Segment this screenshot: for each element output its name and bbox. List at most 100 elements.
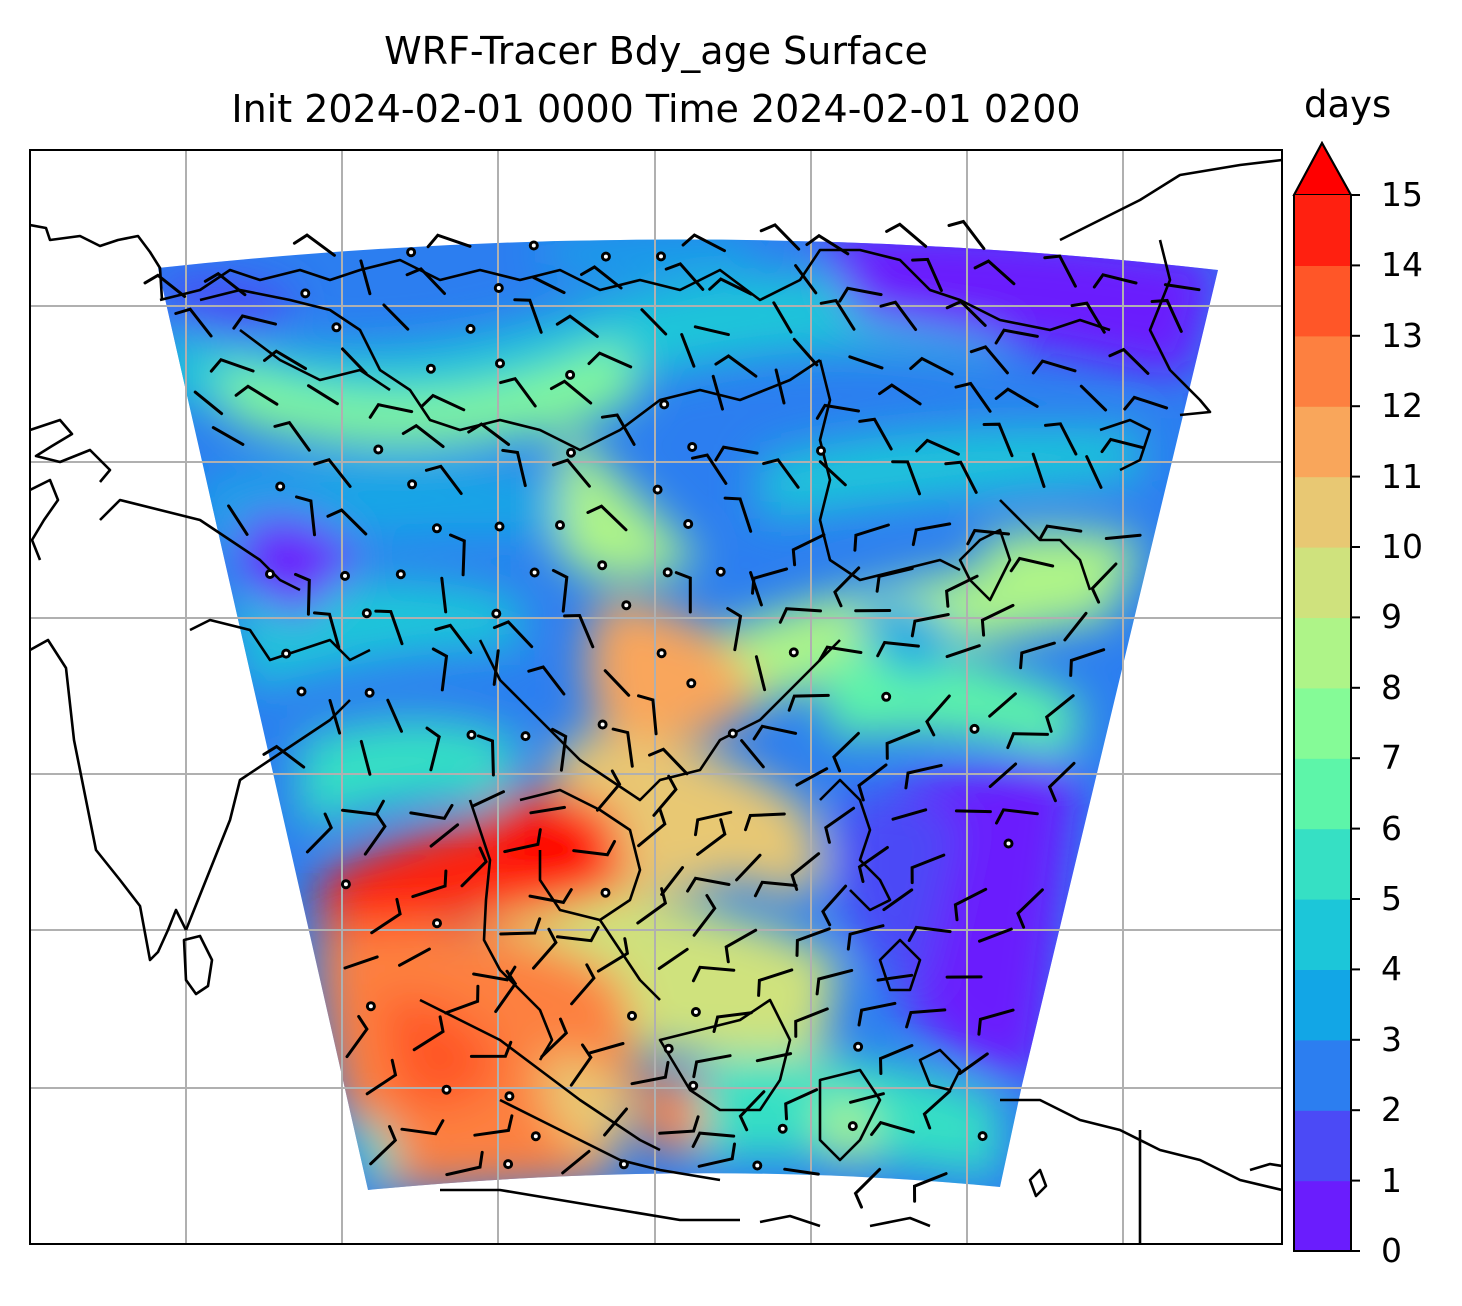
- calm-marker: [729, 730, 736, 737]
- calm-marker: [298, 688, 305, 695]
- colorbar-segment: [1294, 547, 1351, 618]
- calm-marker: [496, 523, 503, 530]
- calm-marker: [267, 571, 274, 578]
- calm-marker: [531, 569, 538, 576]
- calm-marker: [665, 1045, 672, 1052]
- colorbar-segment: [1294, 406, 1351, 477]
- map-figure: [0, 0, 1462, 1306]
- calm-marker: [434, 920, 441, 927]
- calm-marker: [971, 725, 978, 732]
- calm-marker: [690, 1082, 697, 1089]
- calm-marker: [689, 444, 696, 451]
- calm-marker: [979, 1133, 986, 1140]
- colorbar-segment: [1294, 195, 1351, 266]
- calm-marker: [658, 253, 665, 260]
- calm-marker: [849, 1123, 856, 1130]
- calm-marker: [568, 449, 575, 456]
- calm-marker: [855, 1043, 862, 1050]
- colorbar-tick-label: 0: [1381, 1234, 1402, 1267]
- calm-marker: [333, 324, 340, 331]
- colorbar-tick-label: 3: [1381, 1023, 1402, 1056]
- colorbar-extend-arrow: [1294, 143, 1351, 195]
- calm-marker: [427, 365, 434, 372]
- colorbar-tick-label: 15: [1381, 178, 1423, 211]
- calm-marker: [522, 733, 529, 740]
- colorbar-segment: [1294, 758, 1351, 829]
- calm-marker: [688, 680, 695, 687]
- calm-marker: [443, 1086, 450, 1093]
- calm-marker: [883, 693, 890, 700]
- colorbar-tick-label: 2: [1381, 1093, 1402, 1126]
- colorbar-segment: [1294, 617, 1351, 688]
- colorbar-segment: [1294, 336, 1351, 407]
- calm-marker: [754, 1162, 761, 1169]
- colorbar-label: days: [1304, 83, 1391, 126]
- calm-marker: [277, 483, 284, 490]
- colorbar-segment: [1294, 265, 1351, 336]
- colorbar-segment: [1294, 829, 1351, 900]
- calm-marker: [468, 731, 475, 738]
- calm-marker: [530, 242, 537, 249]
- colorbar-tick-label: 12: [1381, 389, 1423, 422]
- colorbar-tick-label: 1: [1381, 1164, 1402, 1197]
- calm-marker: [408, 249, 415, 256]
- colorbar-segment: [1294, 1110, 1351, 1181]
- colorbar-segment: [1294, 1040, 1351, 1111]
- calm-marker: [497, 360, 504, 367]
- colorbar-tick-label: 5: [1381, 882, 1402, 915]
- calm-marker: [342, 881, 349, 888]
- colorbar-segment: [1294, 1181, 1351, 1252]
- colorbar-tick-label: 4: [1381, 952, 1402, 985]
- calm-marker: [567, 371, 574, 378]
- calm-marker: [506, 1093, 513, 1100]
- calm-marker: [779, 1125, 786, 1132]
- calm-marker: [685, 521, 692, 528]
- calm-marker: [367, 1003, 374, 1010]
- calm-marker: [620, 1161, 627, 1168]
- calm-marker: [532, 1133, 539, 1140]
- calm-marker: [363, 610, 370, 617]
- calm-marker: [433, 525, 440, 532]
- calm-marker: [623, 602, 630, 609]
- colorbar-tick-label: 7: [1381, 741, 1402, 774]
- calm-marker: [557, 522, 564, 529]
- calm-marker: [599, 721, 606, 728]
- calm-marker: [467, 325, 474, 332]
- colorbar-tick-label: 6: [1381, 812, 1402, 845]
- calm-marker: [505, 1161, 512, 1168]
- calm-marker: [342, 572, 349, 579]
- colorbar-segment: [1294, 969, 1351, 1040]
- colorbar-tick-label: 14: [1381, 248, 1423, 281]
- wind-barb: [956, 811, 990, 812]
- colorbar-segment: [1294, 477, 1351, 548]
- calm-marker: [818, 447, 825, 454]
- colorbar-tick-label: 13: [1381, 319, 1423, 352]
- calm-marker: [366, 689, 373, 696]
- map-area: [30, 150, 1300, 1244]
- calm-marker: [1005, 840, 1012, 847]
- colorbar-tick-label: 11: [1381, 460, 1423, 493]
- calm-marker: [409, 481, 416, 488]
- calm-marker: [302, 290, 309, 297]
- calm-marker: [629, 1012, 636, 1019]
- colorbar-segment: [1294, 688, 1351, 759]
- calm-marker: [493, 610, 500, 617]
- calm-marker: [397, 571, 404, 578]
- calm-marker: [692, 1009, 699, 1016]
- calm-marker: [790, 649, 797, 656]
- colorbar-tick-label: 10: [1381, 530, 1423, 563]
- calm-marker: [599, 562, 606, 569]
- calm-marker: [283, 650, 290, 657]
- calm-marker: [661, 401, 668, 408]
- colorbar: [1294, 143, 1360, 1252]
- colorbar-segment: [1294, 899, 1351, 970]
- colorbar-tick-label: 8: [1381, 671, 1402, 704]
- calm-marker: [654, 486, 661, 493]
- calm-marker: [664, 569, 671, 576]
- colorbar-tick-label: 9: [1381, 600, 1402, 633]
- calm-marker: [495, 285, 502, 292]
- calm-marker: [658, 650, 665, 657]
- calm-marker: [602, 889, 609, 896]
- calm-marker: [717, 568, 724, 575]
- calm-marker: [602, 253, 609, 260]
